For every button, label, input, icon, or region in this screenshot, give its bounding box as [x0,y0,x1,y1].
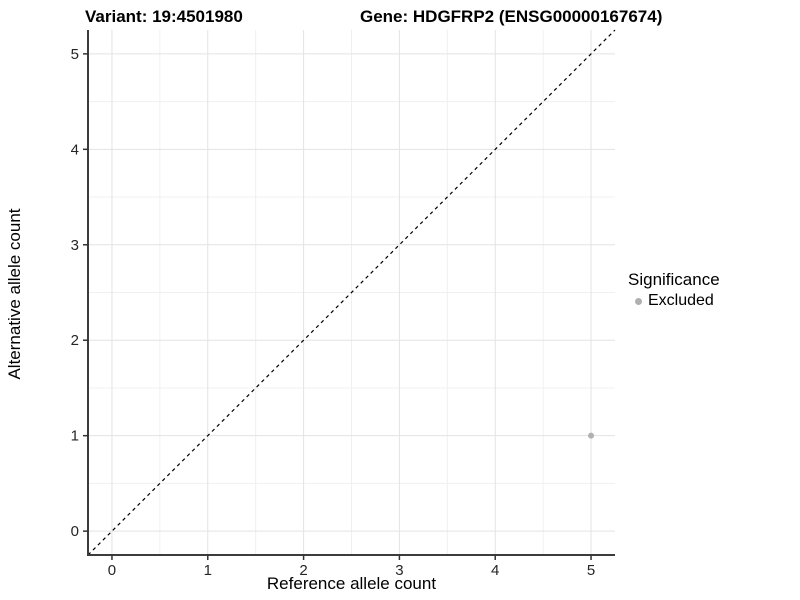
y-tick-label: 5 [71,46,79,63]
x-tick-label: 5 [587,562,595,579]
y-tick-label: 0 [71,523,79,540]
identity-dashed-line [87,29,616,556]
x-tick-label: 2 [299,562,307,579]
data-point [588,432,595,439]
legend-entry-label: Excluded [648,292,714,309]
x-axis-label: Reference allele count [266,574,437,593]
legend-title: Significance [628,270,720,289]
y-tick-label: 2 [71,332,79,349]
y-axis-label: Alternative allele count [5,208,24,380]
variant-title: Variant: 19:4501980 [85,7,243,26]
y-tick-label: 1 [71,428,79,445]
y-tick-label: 4 [71,141,79,158]
gene-title: Gene: HDGFRP2 (ENSG00000167674) [360,7,663,26]
legend-entry-excluded: Excluded [628,292,720,310]
excluded-point-icon [635,297,642,305]
x-tick-label: 0 [108,562,116,579]
x-tick-label: 4 [491,562,499,579]
x-tick-label: 1 [204,562,212,579]
legend: Significance Excluded [628,270,720,310]
x-tick-label: 3 [395,562,403,579]
y-tick-label: 3 [71,237,79,254]
